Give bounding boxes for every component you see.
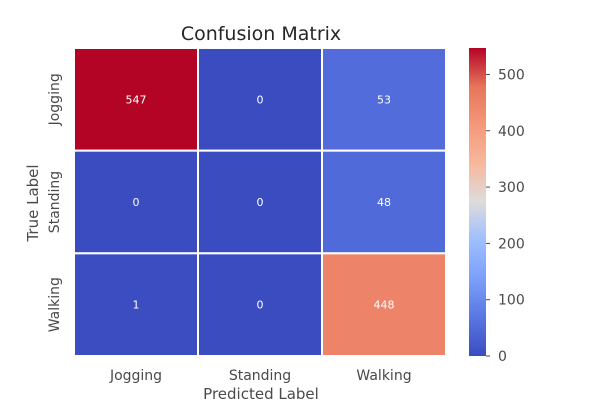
cell-value-standing-jogging: 0 <box>133 196 140 209</box>
x-tick-labels: Jogging Standing Walking <box>109 368 412 384</box>
colorbar-tick-label-500: 500 <box>498 67 525 83</box>
colorbar-tick-label-200: 200 <box>498 236 525 252</box>
y-tick-label-standing: Standing <box>47 171 63 233</box>
cell-value-jogging-jogging: 547 <box>126 93 147 106</box>
cell-value-jogging-walking: 53 <box>377 93 391 106</box>
heatmap-cell-standing-walking <box>321 149 447 255</box>
y-tick-label-walking: Walking <box>47 277 63 332</box>
heatmap-cell-walking-standing <box>197 252 323 357</box>
cell-value-walking-walking: 448 <box>374 299 395 312</box>
y-tick-label-jogging: Jogging <box>47 73 63 126</box>
y-tick-labels: Jogging Standing Walking <box>47 73 63 332</box>
heatmap-cell-jogging-walking <box>321 47 447 152</box>
chart-title: Confusion Matrix <box>181 23 341 45</box>
heatmap-cell-walking-jogging <box>73 252 199 357</box>
colorbar-tick-label-0: 0 <box>498 349 507 365</box>
x-axis-label: Predicted Label <box>203 385 319 400</box>
heatmap-cell-jogging-standing <box>197 47 323 152</box>
heatmap-cell-jogging-jogging <box>73 47 199 152</box>
colorbar-tick-label-300: 300 <box>498 180 525 196</box>
colorbar-tick-label-400: 400 <box>498 124 525 140</box>
cell-value-standing-walking: 48 <box>377 196 391 209</box>
colorbar <box>469 48 486 356</box>
x-tick-label-walking: Walking <box>356 368 411 384</box>
cell-value-walking-standing: 0 <box>257 299 264 312</box>
cell-value-standing-standing: 0 <box>257 196 264 209</box>
colorbar-tick-label-100: 100 <box>498 293 525 309</box>
heatmap-cells <box>73 47 447 357</box>
heatmap-cell-walking-walking <box>321 252 447 357</box>
x-tick-label-jogging: Jogging <box>109 368 162 384</box>
colorbar-ticks: 0 100 200 300 400 500 <box>486 67 525 365</box>
cell-value-walking-jogging: 1 <box>133 299 140 312</box>
x-tick-label-standing: Standing <box>229 368 291 384</box>
heatmap-cell-values: 547 0 53 0 0 48 1 0 448 <box>126 93 395 311</box>
cell-value-jogging-standing: 0 <box>257 93 264 106</box>
y-axis-label: True Label <box>24 164 42 242</box>
